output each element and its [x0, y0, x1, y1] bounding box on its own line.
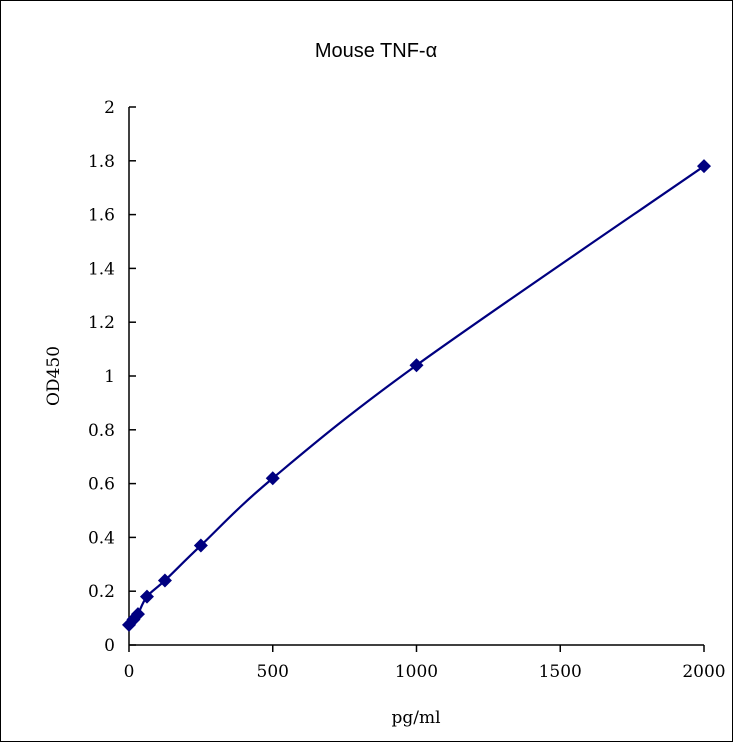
- y-tick-label: 1: [104, 367, 115, 387]
- y-tick-label: 1.8: [88, 152, 115, 172]
- y-axis-label: OD450: [44, 346, 64, 406]
- data-point-diamond: [139, 589, 154, 604]
- fit-curve: [128, 165, 705, 626]
- x-tick-label: 2000: [682, 662, 725, 682]
- data-point-diamond: [157, 573, 172, 588]
- y-tick-label: 0.4: [88, 528, 115, 548]
- x-tick-label: 1500: [539, 662, 582, 682]
- y-tick-label: 0.2: [88, 582, 115, 602]
- data-point-diamond: [409, 358, 424, 373]
- y-tick-label: 2: [104, 98, 115, 118]
- data-point-diamond: [697, 159, 711, 174]
- y-axis-ticks: 0 0.2 0.4 0.6 0.8 1 1.2 1.4 1.6 1.8 2: [88, 98, 136, 656]
- y-tick-label: 1.6: [88, 206, 115, 226]
- x-tick-label: 0: [124, 662, 135, 682]
- data-point-diamond: [193, 538, 208, 553]
- y-tick-label: 0.8: [88, 421, 115, 441]
- data-points: [122, 159, 711, 632]
- x-tick-label: 1000: [395, 662, 438, 682]
- x-tick-label: 500: [257, 662, 289, 682]
- y-tick-label: 0: [104, 636, 115, 656]
- x-axis-ticks: 0 500 1000 1500 2000: [124, 645, 726, 682]
- data-point-diamond: [130, 607, 145, 622]
- y-tick-label: 1.4: [88, 259, 115, 279]
- y-tick-label: 0.6: [88, 475, 115, 495]
- chart-title: Mouse TNF-α: [315, 40, 437, 62]
- x-axis-label: pg/ml: [391, 708, 440, 728]
- data-point-diamond: [265, 471, 280, 486]
- y-tick-label: 1.2: [88, 313, 115, 333]
